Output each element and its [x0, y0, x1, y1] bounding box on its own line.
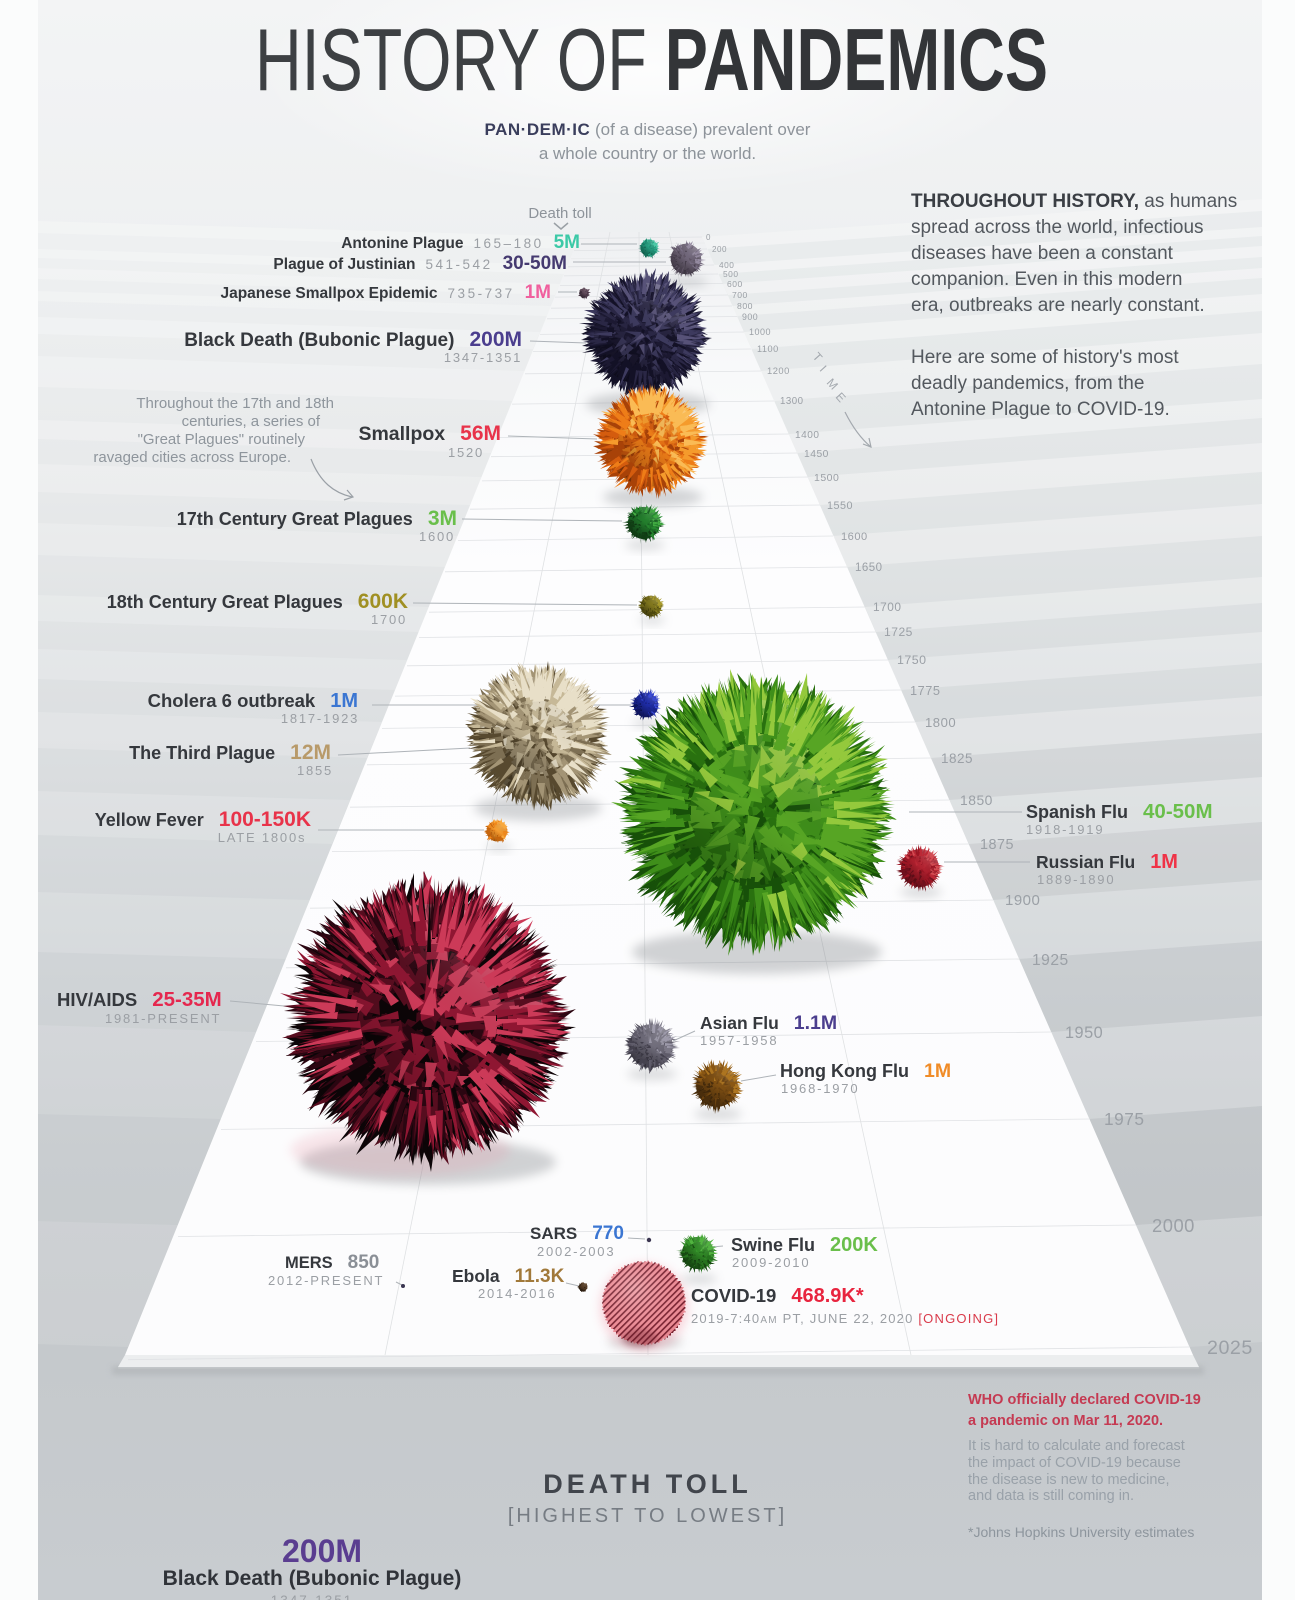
svg-text:1400: 1400 — [795, 430, 819, 441]
svg-text:1650: 1650 — [855, 562, 883, 574]
svg-text:1925: 1925 — [1032, 952, 1069, 969]
svg-text:1550: 1550 — [827, 500, 853, 512]
svg-text:1950: 1950 — [1065, 1024, 1103, 1042]
svg-text:1825: 1825 — [941, 751, 973, 766]
svg-text:800: 800 — [737, 301, 753, 311]
svg-text:900: 900 — [742, 312, 758, 322]
svg-text:1600: 1600 — [841, 531, 868, 543]
svg-text:500: 500 — [723, 269, 738, 279]
svg-text:600: 600 — [727, 279, 743, 289]
svg-text:1875: 1875 — [980, 837, 1014, 853]
svg-text:1725: 1725 — [884, 625, 913, 639]
svg-text:1750: 1750 — [897, 653, 927, 667]
svg-text:700: 700 — [732, 290, 748, 300]
svg-text:0: 0 — [706, 233, 711, 242]
svg-text:1775: 1775 — [910, 683, 940, 698]
svg-text:1300: 1300 — [780, 396, 804, 407]
svg-text:1850: 1850 — [960, 792, 993, 808]
svg-text:400: 400 — [719, 260, 734, 270]
svg-text:1200: 1200 — [767, 365, 790, 376]
svg-text:1900: 1900 — [1005, 892, 1040, 909]
svg-text:1100: 1100 — [757, 344, 779, 354]
svg-text:1975: 1975 — [1104, 1109, 1144, 1129]
svg-text:1700: 1700 — [873, 600, 901, 614]
svg-text:I: I — [817, 363, 830, 375]
svg-text:2000: 2000 — [1152, 1215, 1195, 1236]
svg-text:1500: 1500 — [814, 472, 839, 484]
svg-text:1800: 1800 — [925, 715, 956, 730]
svg-text:2025: 2025 — [1207, 1337, 1253, 1359]
svg-text:1000: 1000 — [749, 327, 771, 337]
svg-text:1450: 1450 — [804, 449, 829, 460]
svg-text:200: 200 — [712, 245, 727, 254]
